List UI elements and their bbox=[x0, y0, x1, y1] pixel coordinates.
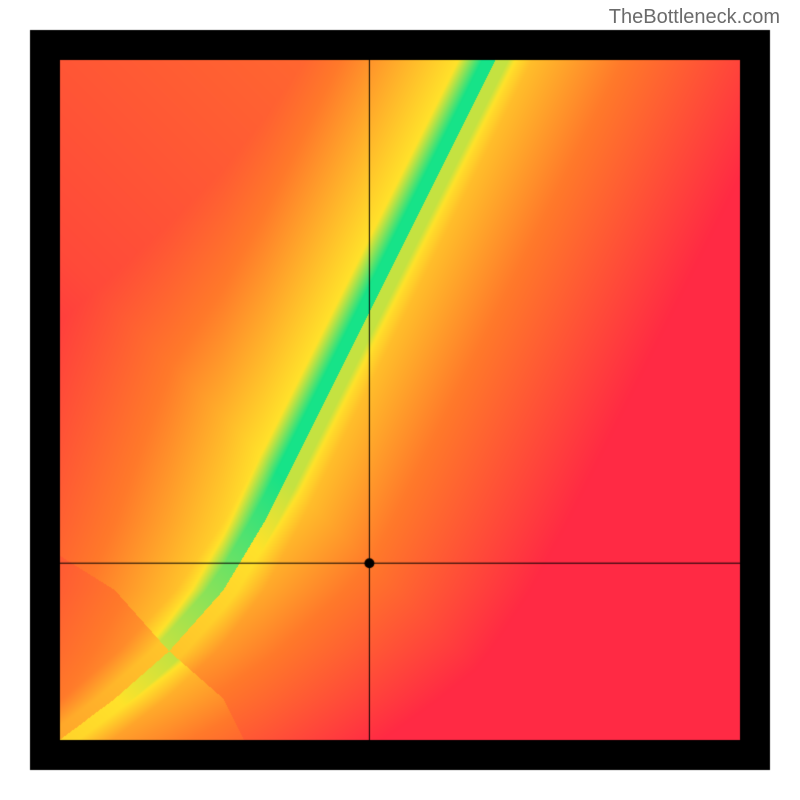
watermark-text: TheBottleneck.com bbox=[609, 6, 780, 29]
chart-container: TheBottleneck.com bbox=[0, 0, 800, 800]
bottleneck-heatmap bbox=[0, 0, 800, 800]
